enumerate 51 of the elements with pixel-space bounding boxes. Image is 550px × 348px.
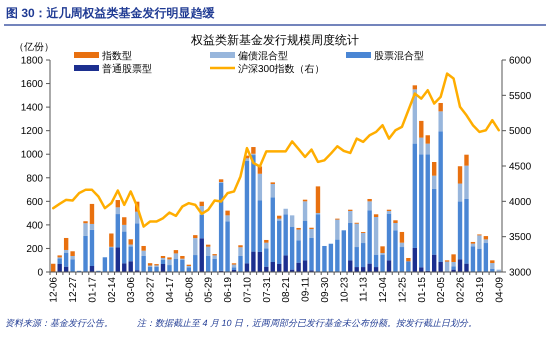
x-tick-label: 03-19 (474, 276, 486, 303)
y-tick-label: 1000 (20, 150, 44, 161)
y-tick-label: 1800 (20, 56, 44, 66)
x-tick-label: 02-26 (456, 276, 467, 303)
chart-title: 图 30：近几周权益类基金发行明显趋缓 (6, 6, 216, 20)
x-tick-label: 01-15 (416, 276, 428, 303)
y-tick-label: 0 (37, 268, 44, 278)
y2-tick-label: 6000 (509, 56, 532, 66)
y2-tick-label: 3000 (509, 268, 532, 278)
text: 注：数据截止至 4 月 10 日，近两周部分已发行基金未公布份额。按发行截止日划分。 (137, 318, 478, 328)
x-tick-label: 07-31 (262, 276, 273, 303)
x-tick-label: 10-23 (339, 276, 350, 303)
y-axis-title: （亿份） (14, 42, 54, 53)
x-tick-label: 05-29 (204, 276, 215, 303)
y2-tick-label: 4500 (509, 162, 532, 172)
x-tick-label: 09-30 (320, 276, 331, 303)
y-tick-label: 200 (26, 244, 44, 255)
legend-label: 偏债混合型 (238, 50, 288, 62)
chart-subtitle: 权益类新基金发行规模周度统计 (190, 33, 359, 47)
y-tick-label: 400 (26, 220, 44, 232)
x-tick-label: 02-05 (436, 276, 448, 303)
x-tick-label: 01-17 (87, 276, 98, 303)
x-tick-label: 07-10 (242, 276, 254, 303)
legend-label: 指数型 (101, 50, 132, 62)
y-tick-label: 1400 (20, 102, 44, 114)
x-tick-label: 08-21 (281, 276, 292, 303)
x-tick-label: 06-19 (223, 276, 234, 303)
x-tick-label: 11-13 (358, 276, 370, 302)
y-tick-label: 600 (26, 196, 44, 208)
legend-label: 普通股票型 (102, 63, 152, 75)
x-tick-label: 12-27 (68, 276, 80, 303)
x-tick-label: 02-14 (106, 276, 118, 303)
x-tick-label: 04-17 (164, 276, 176, 303)
legend-label: 沪深300指数（右） (238, 63, 325, 75)
x-tick-label: 09-11 (300, 276, 312, 302)
x-tick-label: 03-27 (146, 276, 157, 303)
y2-tick-label: 5000 (509, 126, 532, 138)
legend-label: 股票混合型 (374, 50, 424, 62)
x-tick-label: 03-06 (126, 276, 138, 303)
y-tick-label: 800 (26, 173, 44, 184)
y2-tick-label: 5500 (509, 90, 532, 102)
y2-tick-label: 4000 (509, 196, 532, 208)
x-tick-label: 12-25 (397, 276, 408, 303)
x-tick-label: 12-06 (48, 276, 60, 303)
x-tick-label: 05-08 (184, 276, 196, 303)
y-tick-label: 1600 (20, 79, 44, 90)
y-tick-label: 1200 (20, 126, 44, 138)
y2-tick-label: 3500 (509, 232, 532, 244)
text: 资料来源：基金发行公告。 (5, 318, 113, 328)
x-tick-label: 04-09 (494, 276, 506, 303)
x-tick-label: 12-04 (378, 276, 390, 303)
